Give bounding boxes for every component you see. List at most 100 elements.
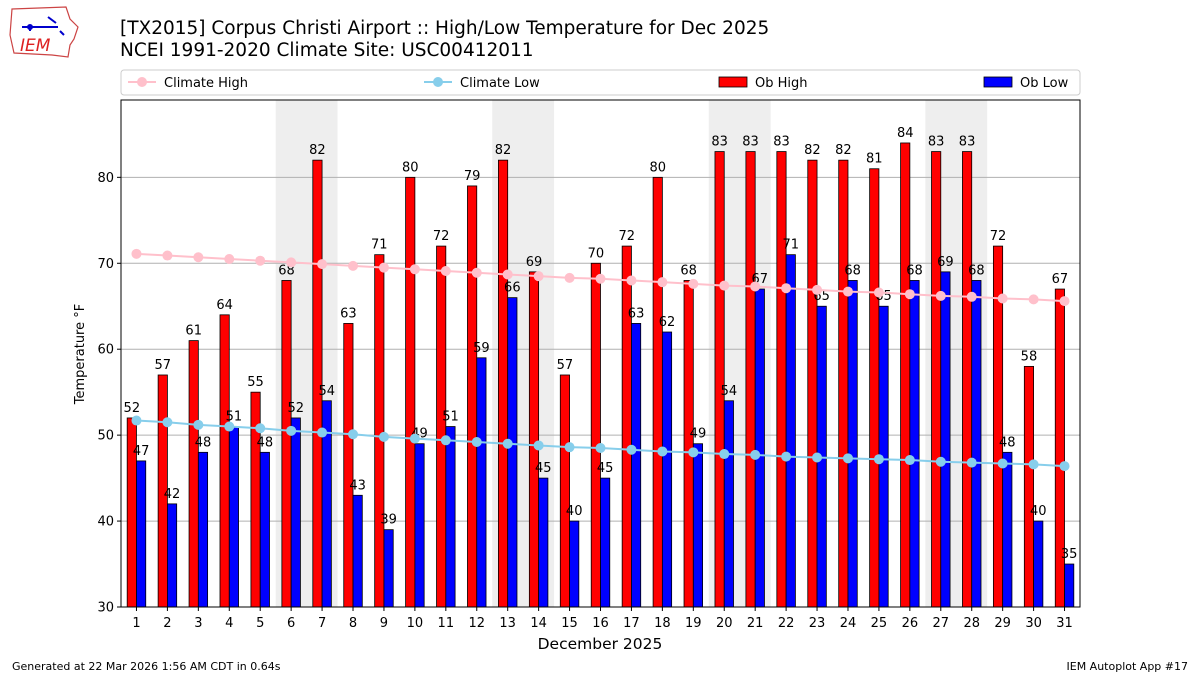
ob-low-label: 48: [999, 435, 1016, 450]
ob-low-bar: [414, 443, 425, 608]
ob-low-label: 45: [597, 461, 614, 476]
ob-high-label: 57: [557, 358, 574, 373]
y-tick-label: 60: [97, 343, 114, 358]
ob-high-label: 83: [742, 135, 759, 150]
ob-high-bar: [900, 142, 911, 608]
x-tick-label: 24: [840, 616, 857, 631]
x-tick-label: 13: [499, 616, 516, 631]
climate-high-point: [502, 269, 513, 280]
climate-low-point: [564, 442, 575, 453]
climate-low-point: [595, 443, 606, 454]
x-axis-label: December 2025: [538, 635, 663, 653]
climate-high-point: [1028, 294, 1039, 305]
ob-high-label: 72: [433, 229, 450, 244]
ob-high-label: 68: [680, 263, 697, 278]
x-tick-label: 17: [623, 616, 640, 631]
climate-high-point: [935, 290, 946, 301]
ob-high-label: 80: [649, 160, 666, 175]
x-tick-label: 29: [994, 616, 1011, 631]
y-tick-label: 70: [97, 257, 114, 272]
climate-high-point: [657, 277, 668, 288]
climate-low-point: [997, 458, 1008, 469]
ob-high-bar: [219, 314, 230, 608]
logo-text: IEM: [20, 36, 51, 56]
ob-high-bar: [621, 245, 632, 608]
y-tick-label: 40: [97, 515, 114, 530]
climate-low-point: [626, 444, 637, 455]
ob-high-label: 61: [185, 324, 202, 339]
climate-high-point: [131, 248, 142, 259]
ob-low-label: 43: [349, 478, 366, 493]
climate-high-point: [162, 250, 173, 261]
ob-low-bar: [352, 494, 363, 608]
climate-high-point: [378, 262, 389, 273]
ob-low-label: 54: [721, 384, 738, 399]
ob-low-label: 49: [690, 427, 707, 442]
x-tick-label: 14: [530, 616, 547, 631]
x-tick-label: 30: [1025, 616, 1042, 631]
climate-low-legend-label: Climate Low: [460, 76, 540, 91]
climate-high-point: [842, 286, 853, 297]
y-tick-label: 30: [97, 601, 114, 616]
climate-low-point: [657, 446, 668, 457]
ob-low-bar: [136, 460, 147, 608]
ob-high-label: 82: [804, 143, 821, 158]
plot-frame: [120, 99, 1081, 608]
x-tick-label: 20: [716, 616, 733, 631]
climate-low-legend-marker: [433, 77, 443, 87]
ob-low-label: 51: [442, 410, 459, 425]
ob-low-bar: [661, 331, 673, 608]
ob-low-bar: [600, 477, 611, 608]
ob-high-label: 70: [588, 246, 605, 261]
climate-low-point: [286, 425, 297, 436]
x-tick-label: 5: [256, 616, 264, 631]
ob-low-bar: [197, 451, 209, 608]
climate-high-point: [564, 272, 575, 283]
ob-high-bar: [281, 280, 292, 608]
ob-high-bar: [528, 271, 540, 608]
ob-high-label: 83: [711, 135, 728, 150]
climate-high-point: [409, 264, 420, 275]
footer-app: IEM Autoplot App #17: [1066, 660, 1189, 673]
ob-low-label: 40: [566, 504, 583, 519]
ob-low-label: 71: [782, 238, 799, 253]
x-tick-label: 4: [225, 616, 233, 631]
x-tick-label: 18: [654, 616, 671, 631]
climate-high-point: [595, 273, 606, 284]
climate-high-point: [750, 281, 761, 292]
ob-low-bar: [569, 520, 580, 608]
climate-low-point: [131, 415, 142, 426]
plot-area: 3040506070801524725742361484645155548668…: [97, 99, 1081, 631]
ob-high-legend-swatch: [718, 76, 748, 88]
climate-high-point: [193, 252, 204, 263]
ob-low-bar: [538, 477, 549, 608]
y-axis-label: Temperature °F: [73, 304, 88, 405]
ob-high-label: 79: [464, 169, 481, 184]
climate-high-point: [812, 284, 823, 295]
climate-high-point: [904, 289, 915, 300]
x-tick-label: 10: [407, 616, 424, 631]
climate-low-point: [966, 457, 977, 468]
ob-high-label: 82: [309, 143, 326, 158]
climate-low-point: [162, 417, 173, 428]
ob-high-label: 64: [216, 298, 233, 313]
ob-high-label: 52: [124, 401, 141, 416]
legend-box: [120, 69, 1081, 96]
climate-low-point: [904, 455, 915, 466]
x-tick-label: 26: [902, 616, 919, 631]
ob-high-bar: [776, 151, 787, 608]
ob-low-label: 54: [318, 384, 335, 399]
legend: Climate High Climate Low Ob High Ob Low: [120, 69, 1081, 96]
x-tick-label: 16: [592, 616, 609, 631]
ob-low-bar: [445, 426, 456, 608]
ob-high-bar: [498, 159, 509, 608]
climate-high-point: [966, 291, 977, 302]
x-tick-label: 28: [963, 616, 980, 631]
climate-low-point: [781, 451, 792, 462]
climate-high-point: [1059, 296, 1070, 307]
ob-high-bar: [838, 159, 849, 608]
x-tick-label: 6: [287, 616, 295, 631]
climate-high-legend-label: Climate High: [164, 76, 248, 91]
ob-high-bar: [559, 374, 570, 608]
